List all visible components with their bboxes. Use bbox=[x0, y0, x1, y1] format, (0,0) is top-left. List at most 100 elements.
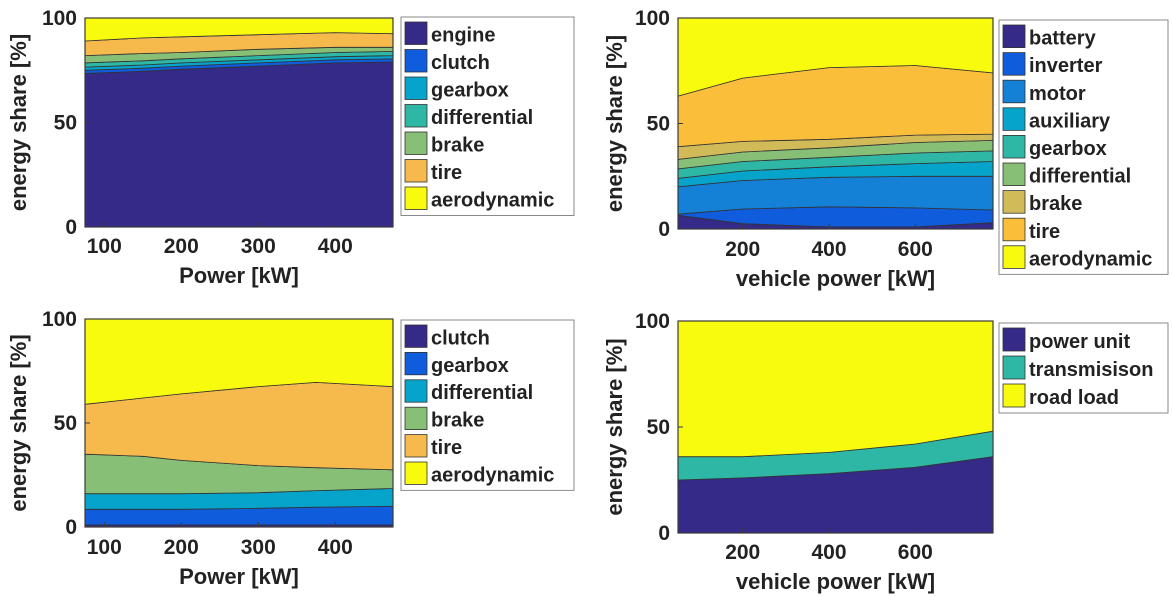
y-tick-label: 0 bbox=[65, 516, 77, 539]
legend-label-gearbox: gearbox bbox=[1029, 138, 1107, 160]
x-tick-label: 200 bbox=[725, 541, 760, 564]
legend-swatch-brake bbox=[404, 406, 428, 431]
legend-swatch-motor bbox=[1002, 79, 1026, 104]
legend-swatch-clutch bbox=[404, 324, 428, 348]
legend-swatch-aerodynamic bbox=[404, 461, 428, 485]
x-axis-label: Power [kW] bbox=[179, 263, 299, 288]
x-axis-label: vehicle power [kW] bbox=[736, 266, 935, 291]
chart-1: 100 200 300 400 0 50 100 Power [kW] energy share… bbox=[6, 7, 575, 288]
areas bbox=[84, 318, 394, 528]
legend-swatch-differential bbox=[1002, 162, 1026, 187]
legend-swatch-tire bbox=[404, 434, 428, 458]
x-tick-label: 200 bbox=[725, 238, 760, 261]
legend-swatch-gearbox bbox=[1002, 134, 1026, 159]
y-axis-label: energy share [%] bbox=[6, 34, 31, 211]
legend-box bbox=[400, 319, 575, 491]
legend-swatch-tire bbox=[1002, 217, 1026, 242]
y-tick-label: 0 bbox=[658, 218, 670, 241]
legend-swatch-engine bbox=[404, 21, 428, 45]
legend-swatch-aerodynamic bbox=[1002, 245, 1026, 269]
legend-label-clutch: clutch bbox=[431, 52, 490, 74]
legend-label-brake: brake bbox=[431, 410, 484, 432]
area-road-load bbox=[677, 320, 994, 458]
x-tick-label: 300 bbox=[241, 235, 276, 258]
legend-label-gearbox: gearbox bbox=[431, 355, 509, 377]
legend-label-differential: differential bbox=[431, 382, 533, 404]
legend-label-auxiliary: auxiliary bbox=[1029, 110, 1111, 132]
legend: power unit transmisison road load bbox=[998, 322, 1169, 414]
x-axis-label: Power [kW] bbox=[179, 564, 299, 589]
legend-label-clutch: clutch bbox=[431, 327, 490, 349]
legend-label-differential: differential bbox=[1029, 166, 1131, 188]
legend-swatch-brake bbox=[404, 131, 428, 155]
x-tick-label: 200 bbox=[164, 536, 199, 559]
chart-2: 200 400 600 0 50 100 vehicle power [kW] energy … bbox=[602, 7, 1169, 291]
y-axis-label: energy share [%] bbox=[6, 334, 31, 511]
x-tick-label: 400 bbox=[812, 238, 847, 261]
y-axis-label: energy share [%] bbox=[602, 338, 627, 515]
areas bbox=[84, 17, 394, 228]
x-axis-label: vehicle power [kW] bbox=[736, 569, 935, 594]
x-tick-label: 100 bbox=[87, 536, 122, 559]
y-tick-label: 50 bbox=[647, 113, 670, 136]
legend: battery inverter motor auxiliary gearbox diff… bbox=[998, 19, 1169, 275]
legend-label-brake: brake bbox=[431, 135, 484, 157]
y-tick-label: 100 bbox=[635, 310, 670, 333]
area-engine bbox=[84, 61, 394, 228]
y-tick-label: 100 bbox=[42, 7, 77, 30]
legend-swatch-inverter bbox=[1002, 52, 1026, 76]
legend-label-inverter: inverter bbox=[1029, 55, 1103, 77]
legend-label-transmisison: transmisison bbox=[1029, 359, 1153, 381]
legend-label-tire: tire bbox=[431, 437, 462, 459]
legend-label-road-load: road load bbox=[1029, 387, 1119, 409]
chart-4: 200 400 600 0 50 100 vehicle power [kW] energy … bbox=[602, 310, 1169, 594]
y-tick-label: 0 bbox=[658, 522, 670, 545]
legend-swatch-gearbox bbox=[404, 351, 428, 376]
chart-3: 100 200 300 400 0 50 100 Power [kW] energy share… bbox=[6, 308, 575, 589]
legend-label-aerodynamic: aerodynamic bbox=[1029, 248, 1152, 270]
y-tick-label: 50 bbox=[647, 416, 670, 439]
legend-swatch-clutch bbox=[404, 49, 428, 73]
legend-swatch-auxiliary bbox=[1002, 107, 1026, 131]
legend-box bbox=[998, 19, 1169, 275]
x-tick-label: 200 bbox=[164, 235, 199, 258]
x-tick-label: 100 bbox=[87, 235, 122, 258]
legend-label-battery: battery bbox=[1029, 28, 1097, 50]
legend-label-tire: tire bbox=[431, 162, 462, 184]
legend-label-power-unit: power unit bbox=[1029, 331, 1130, 353]
legend-swatch-differential bbox=[404, 104, 428, 128]
legend-swatch-aerodynamic bbox=[404, 186, 428, 210]
legend-swatch-tire bbox=[404, 159, 428, 183]
legend-label-tire: tire bbox=[1029, 221, 1060, 243]
x-tick-label: 400 bbox=[812, 541, 847, 564]
legend-swatch-gearbox bbox=[404, 76, 428, 100]
legend-swatch-transmisison bbox=[1002, 355, 1026, 380]
y-tick-label: 50 bbox=[54, 112, 77, 135]
areas bbox=[677, 17, 994, 230]
legend-swatch-differential bbox=[404, 379, 428, 403]
y-tick-label: 100 bbox=[635, 7, 670, 30]
x-tick-label: 300 bbox=[241, 536, 276, 559]
legend: clutch gearbox differential brake tire aerody… bbox=[400, 319, 575, 491]
y-axis-label: energy share [%] bbox=[602, 35, 627, 212]
legend-swatch-battery bbox=[1002, 24, 1026, 49]
x-tick-label: 600 bbox=[898, 541, 933, 564]
y-tick-label: 100 bbox=[42, 308, 77, 331]
legend-box bbox=[998, 322, 1169, 414]
legend-label-differential: differential bbox=[431, 107, 533, 129]
legend-swatch-road-load bbox=[1002, 383, 1026, 408]
legend-box bbox=[400, 16, 575, 216]
legend-label-aerodynamic: aerodynamic bbox=[431, 190, 554, 212]
y-tick-label: 0 bbox=[65, 216, 77, 239]
legend-swatch-brake bbox=[1002, 190, 1026, 214]
x-tick-label: 600 bbox=[898, 238, 933, 261]
legend-swatch-power-unit bbox=[1002, 327, 1026, 352]
y-tick-label: 50 bbox=[54, 412, 77, 435]
x-tick-label: 400 bbox=[318, 536, 353, 559]
legend-label-engine: engine bbox=[431, 25, 495, 47]
areas bbox=[677, 320, 994, 534]
legend-label-motor: motor bbox=[1029, 83, 1086, 105]
legend-label-aerodynamic: aerodynamic bbox=[431, 464, 554, 486]
legend: engine clutch gearbox differential brake tire… bbox=[400, 16, 575, 216]
